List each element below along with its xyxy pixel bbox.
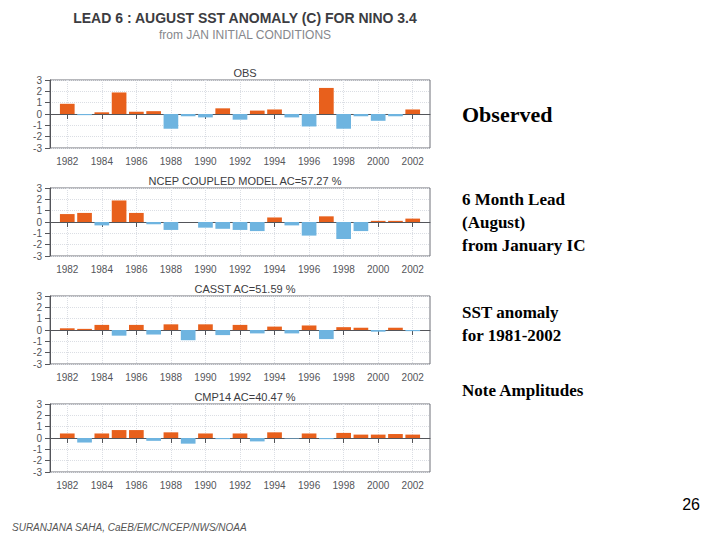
svg-text:1: 1 xyxy=(36,97,42,108)
svg-text:for 1981-2002: for 1981-2002 xyxy=(462,326,561,345)
svg-text:1984: 1984 xyxy=(91,480,114,491)
svg-text:-2: -2 xyxy=(33,347,42,358)
svg-text:2000: 2000 xyxy=(367,264,390,275)
svg-text:2002: 2002 xyxy=(402,264,425,275)
svg-text:2000: 2000 xyxy=(367,156,390,167)
svg-text:-3: -3 xyxy=(33,359,42,370)
svg-text:1988: 1988 xyxy=(160,156,183,167)
svg-text:1984: 1984 xyxy=(91,264,114,275)
svg-text:SURANJANA SAHA, CaEB/EMC/NCEP/: SURANJANA SAHA, CaEB/EMC/NCEP/NWS/NOAA xyxy=(12,522,247,533)
svg-text:Note Amplitudes: Note Amplitudes xyxy=(462,381,584,400)
svg-text:CMP14 AC=40.47 %: CMP14 AC=40.47 % xyxy=(194,391,295,403)
svg-text:26: 26 xyxy=(682,496,700,513)
svg-text:3: 3 xyxy=(36,291,42,302)
svg-text:1992: 1992 xyxy=(229,156,252,167)
svg-text:2: 2 xyxy=(36,194,42,205)
svg-text:0: 0 xyxy=(36,217,42,228)
svg-text:(August): (August) xyxy=(462,213,525,232)
svg-text:1: 1 xyxy=(36,205,42,216)
svg-text:-1: -1 xyxy=(33,444,42,455)
svg-text:1982: 1982 xyxy=(56,156,79,167)
svg-text:1990: 1990 xyxy=(194,156,217,167)
svg-text:1982: 1982 xyxy=(56,372,79,383)
svg-text:1988: 1988 xyxy=(160,264,183,275)
svg-text:1: 1 xyxy=(36,421,42,432)
svg-text:1998: 1998 xyxy=(333,480,356,491)
svg-text:SST anomaly: SST anomaly xyxy=(462,303,559,322)
svg-text:2002: 2002 xyxy=(402,480,425,491)
svg-text:NCEP COUPLED MODEL AC=57.27 %: NCEP COUPLED MODEL AC=57.27 % xyxy=(149,175,342,187)
svg-text:-1: -1 xyxy=(33,336,42,347)
svg-text:-3: -3 xyxy=(33,143,42,154)
svg-text:1982: 1982 xyxy=(56,480,79,491)
svg-text:1996: 1996 xyxy=(298,480,321,491)
svg-text:1994: 1994 xyxy=(263,264,286,275)
svg-text:2: 2 xyxy=(36,410,42,421)
svg-text:1986: 1986 xyxy=(125,372,148,383)
svg-text:1994: 1994 xyxy=(263,480,286,491)
svg-text:1996: 1996 xyxy=(298,156,321,167)
svg-text:1998: 1998 xyxy=(333,156,356,167)
svg-text:-2: -2 xyxy=(33,239,42,250)
svg-text:1992: 1992 xyxy=(229,372,252,383)
svg-text:-2: -2 xyxy=(33,131,42,142)
svg-text:6 Month Lead: 6 Month Lead xyxy=(462,190,566,209)
svg-text:1988: 1988 xyxy=(160,372,183,383)
svg-text:2: 2 xyxy=(36,302,42,313)
svg-text:1990: 1990 xyxy=(194,372,217,383)
svg-text:LEAD 6 : AUGUST SST ANOMALY (C: LEAD 6 : AUGUST SST ANOMALY (C) FOR NINO… xyxy=(73,10,417,26)
svg-text:1990: 1990 xyxy=(194,264,217,275)
svg-text:1: 1 xyxy=(36,313,42,324)
svg-text:1982: 1982 xyxy=(56,264,79,275)
svg-text:2000: 2000 xyxy=(367,480,390,491)
svg-text:OBS: OBS xyxy=(233,67,256,79)
svg-text:0: 0 xyxy=(36,325,42,336)
svg-text:1996: 1996 xyxy=(298,264,321,275)
svg-text:3: 3 xyxy=(36,183,42,194)
svg-text:1992: 1992 xyxy=(229,480,252,491)
svg-text:2: 2 xyxy=(36,86,42,97)
svg-text:1986: 1986 xyxy=(125,480,148,491)
svg-text:-1: -1 xyxy=(33,120,42,131)
svg-text:1990: 1990 xyxy=(194,480,217,491)
svg-text:1994: 1994 xyxy=(263,372,286,383)
svg-text:from JAN INITIAL CONDITIONS: from JAN INITIAL CONDITIONS xyxy=(159,28,331,42)
svg-text:1998: 1998 xyxy=(333,372,356,383)
svg-text:0: 0 xyxy=(36,109,42,120)
svg-text:CASST AC=51.59 %: CASST AC=51.59 % xyxy=(195,283,296,295)
svg-text:from January IC: from January IC xyxy=(462,236,585,255)
svg-text:1998: 1998 xyxy=(333,264,356,275)
svg-text:3: 3 xyxy=(36,399,42,410)
svg-text:-1: -1 xyxy=(33,228,42,239)
svg-text:2000: 2000 xyxy=(367,372,390,383)
svg-text:-3: -3 xyxy=(33,467,42,478)
svg-text:1996: 1996 xyxy=(298,372,321,383)
svg-text:1988: 1988 xyxy=(160,480,183,491)
svg-text:1994: 1994 xyxy=(263,156,286,167)
svg-text:1986: 1986 xyxy=(125,156,148,167)
svg-text:2002: 2002 xyxy=(402,156,425,167)
svg-text:0: 0 xyxy=(36,433,42,444)
svg-text:1992: 1992 xyxy=(229,264,252,275)
svg-text:-2: -2 xyxy=(33,455,42,466)
svg-text:-3: -3 xyxy=(33,251,42,262)
svg-text:1984: 1984 xyxy=(91,372,114,383)
svg-text:1986: 1986 xyxy=(125,264,148,275)
svg-text:2002: 2002 xyxy=(402,372,425,383)
svg-text:1984: 1984 xyxy=(91,156,114,167)
svg-text:Observed: Observed xyxy=(462,102,552,127)
svg-text:3: 3 xyxy=(36,75,42,86)
